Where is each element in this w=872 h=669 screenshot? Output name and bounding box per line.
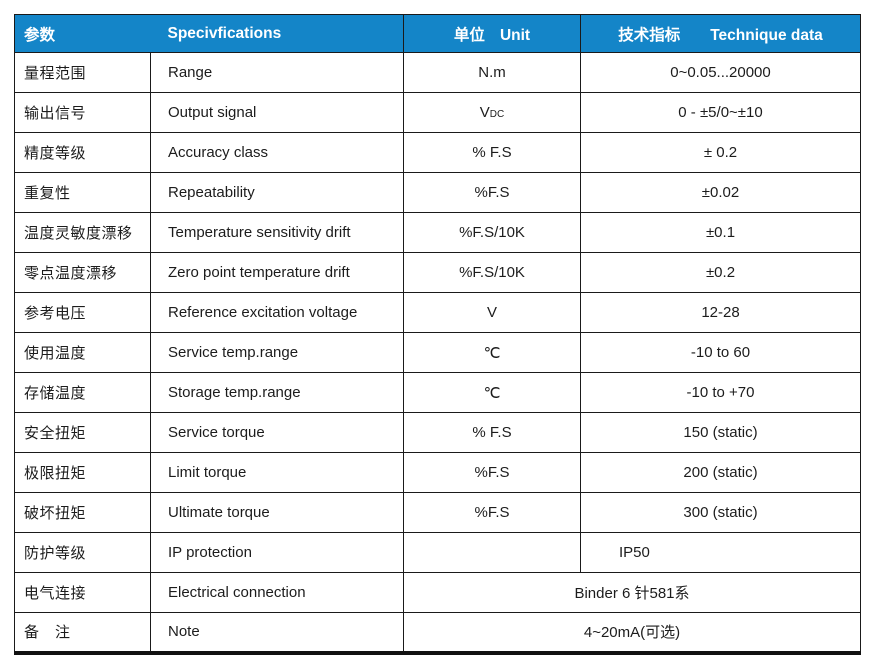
table-row: 温度灵敏度漂移 Temperature sensitivity drift %F.S…	[14, 212, 861, 253]
value-cell: ±0.1	[580, 212, 861, 253]
unit-cell: ℃	[403, 332, 581, 373]
value-cell: 0 - ±5/0~±10	[580, 92, 861, 133]
table-row: 电气连接 Electrical connection Binder 6 针581系	[14, 572, 861, 613]
page: 参数 Specivfications 单位 Unit 技术指标 Technique …	[14, 14, 861, 655]
table-header: 参数 Specivfications 单位 Unit 技术指标 Technique …	[14, 14, 861, 53]
merged-value-cell: 4~20mA(可选)	[403, 612, 861, 653]
unit-cell: %F.S/10K	[403, 252, 581, 293]
unit-cell: %F.S	[403, 172, 581, 213]
table-row: 备 注 Note 4~20mA(可选)	[14, 612, 861, 653]
spec-cell: Note	[150, 612, 404, 653]
spec-cell: Output signal	[150, 92, 404, 133]
value-cell: -10 to 60	[580, 332, 861, 373]
value-cell: -10 to +70	[580, 372, 861, 413]
param-cell: 零点温度漂移	[14, 252, 151, 293]
spec-cell: Range	[150, 52, 404, 93]
unit-cell: VDC	[403, 92, 581, 133]
table-row: 破坏扭矩 Ultimate torque %F.S 300 (static)	[14, 492, 861, 533]
table-row: 零点温度漂移 Zero point temperature drift %F.S/1…	[14, 252, 861, 293]
unit-cell: %F.S	[403, 492, 581, 533]
table-row: 量程范围 Range N.m 0~0.05...20000	[14, 52, 861, 93]
table-row: 防护等级 IP protection IP50	[14, 532, 861, 573]
spec-cell: Service torque	[150, 412, 404, 453]
spec-cell: IP protection	[150, 532, 404, 573]
unit-cell: V	[403, 292, 581, 333]
unit-subscript: DC	[489, 109, 505, 120]
param-cell: 破坏扭矩	[14, 492, 151, 533]
table-row: 输出信号 Output signal VDC 0 - ±5/0~±10	[14, 92, 861, 133]
param-cell: 电气连接	[14, 572, 151, 613]
spec-cell: Storage temp.range	[150, 372, 404, 413]
param-cell: 温度灵敏度漂移	[14, 212, 151, 253]
unit-cell: ℃	[403, 372, 581, 413]
table-row: 精度等级 Accuracy class% F.S ± 0.2	[14, 132, 861, 173]
unit-cell: %F.S/10K	[403, 212, 581, 253]
param-cell: 重复性	[14, 172, 151, 213]
header-unit-label-cn: 单位	[453, 26, 485, 44]
header-param-label: 参数	[24, 26, 56, 44]
param-cell: 精度等级	[14, 132, 151, 173]
spec-cell: Service temp.range	[150, 332, 404, 373]
header-specifications-label: Specivfications	[167, 24, 282, 42]
value-cell: 200 (static)	[580, 452, 861, 493]
spec-table: 参数 Specivfications 单位 Unit 技术指标 Technique …	[14, 14, 861, 655]
unit-cell	[403, 532, 581, 573]
param-cell: 输出信号	[14, 92, 151, 133]
unit-cell: % F.S	[403, 412, 581, 453]
spec-cell: Ultimate torque	[150, 492, 404, 533]
table-row: 极限扭矩 Limit torque %F.S 200 (static)	[14, 452, 861, 493]
value-cell: ±0.2	[580, 252, 861, 293]
param-cell: 极限扭矩	[14, 452, 151, 493]
spec-cell: Repeatability	[150, 172, 404, 213]
unit-cell: % F.S	[403, 132, 581, 173]
header-technique-label-cn: 技术指标	[618, 26, 681, 44]
value-cell: ± 0.2	[580, 132, 861, 173]
value-cell: ±0.02	[580, 172, 861, 213]
header-unit: 单位 Unit	[403, 14, 581, 53]
table-row: 安全扭矩 Service torque% F.S 150 (static)	[14, 412, 861, 453]
spec-cell: Reference excitation voltage	[150, 292, 404, 333]
param-cell: 安全扭矩	[14, 412, 151, 453]
table-row: 使用温度 Service temp.range ℃ -10 to 60	[14, 332, 861, 373]
header-unit-label-en: Unit	[499, 26, 531, 44]
unit-cell: N.m	[403, 52, 581, 93]
table-row: 存储温度 Storage temp.range ℃ -10 to +70	[14, 372, 861, 413]
param-cell: 存储温度	[14, 372, 151, 413]
spec-cell: Electrical connection	[150, 572, 404, 613]
param-cell: 防护等级	[14, 532, 151, 573]
value-cell: 150 (static)	[580, 412, 861, 453]
table-row: 重复性 Repeatability %F.S ±0.02	[14, 172, 861, 213]
value-cell: 12-28	[580, 292, 861, 333]
header-row: 参数 Specivfications 单位 Unit 技术指标 Technique …	[14, 14, 861, 53]
value-cell: IP50	[580, 532, 861, 573]
header-specifications: Specivfications	[150, 14, 404, 53]
param-cell: 使用温度	[14, 332, 151, 373]
header-technique-label-en: Technique data	[710, 26, 823, 44]
spec-cell: Limit torque	[150, 452, 404, 493]
header-param: 参数	[14, 14, 151, 53]
merged-value-cell: Binder 6 针581系	[403, 572, 861, 613]
spec-cell: Zero point temperature drift	[150, 252, 404, 293]
table-body: 量程范围 Range N.m 0~0.05...20000 输出信号 Output sig…	[14, 52, 861, 653]
param-cell: 备 注	[14, 612, 151, 653]
param-cell: 量程范围	[14, 52, 151, 93]
value-cell: 0~0.05...20000	[580, 52, 861, 93]
unit-cell: %F.S	[403, 452, 581, 493]
value-cell: 300 (static)	[580, 492, 861, 533]
spec-cell: Temperature sensitivity drift	[150, 212, 404, 253]
header-technique-data: 技术指标 Technique data	[580, 14, 861, 53]
table-row: 参考电压 Reference excitation voltage V 12-28	[14, 292, 861, 333]
param-cell: 参考电压	[14, 292, 151, 333]
spec-cell: Accuracy class	[150, 132, 404, 173]
